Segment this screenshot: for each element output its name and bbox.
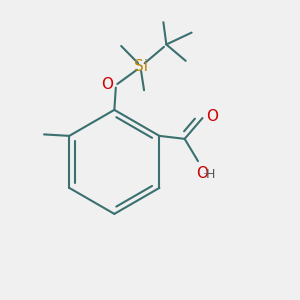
Text: Si: Si	[134, 59, 148, 74]
Text: O: O	[101, 76, 113, 92]
Text: O: O	[196, 167, 208, 182]
Text: ·H: ·H	[203, 168, 216, 181]
Text: O: O	[206, 109, 218, 124]
